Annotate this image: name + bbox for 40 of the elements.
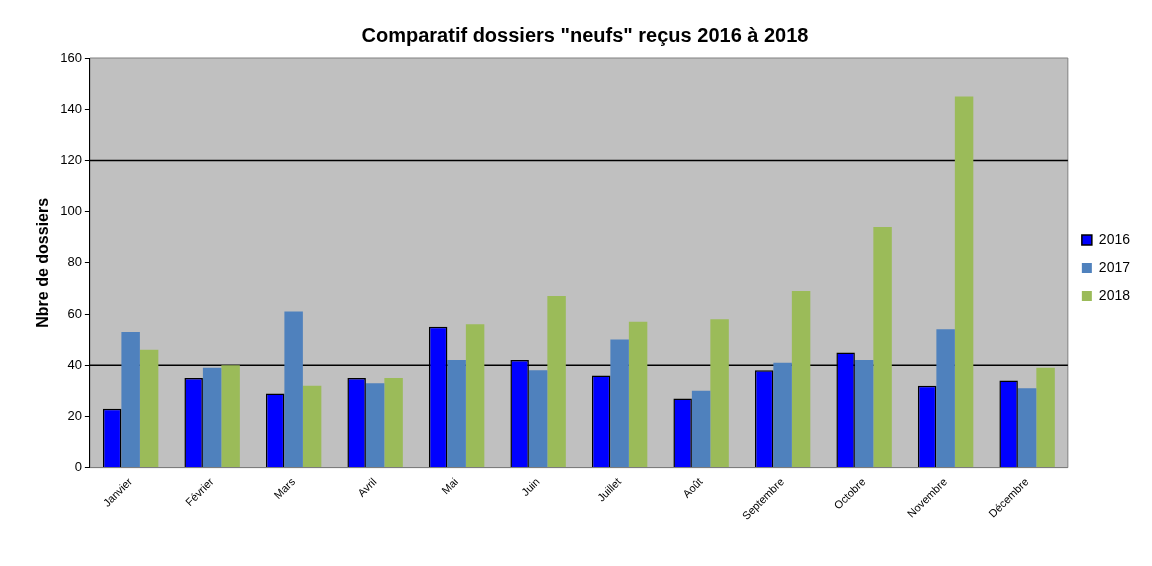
bar <box>284 311 303 468</box>
bar <box>202 367 222 468</box>
bar <box>854 360 874 468</box>
y-tick-label: 20 <box>67 407 82 423</box>
bar <box>873 226 892 468</box>
y-tick-label: 100 <box>60 203 82 219</box>
y-tick-label: 140 <box>60 100 82 116</box>
y-tick-label: 40 <box>67 356 82 372</box>
bar <box>1036 367 1055 468</box>
bar <box>710 319 729 468</box>
x-tick-label: Mai <box>439 475 461 497</box>
chart-title: Comparatif dossiers "neufs" reçus 2016 à 2018 <box>361 23 809 46</box>
bar <box>954 96 974 468</box>
bar <box>773 362 792 468</box>
bar <box>610 339 629 468</box>
bar <box>691 390 711 468</box>
bar <box>121 331 140 468</box>
bar <box>302 385 322 468</box>
bar <box>139 349 159 468</box>
bar <box>547 296 566 468</box>
bar <box>628 321 648 468</box>
y-tick-label: 80 <box>67 254 82 270</box>
bar <box>465 324 485 468</box>
legend-label: 2018 <box>1098 286 1131 303</box>
y-tick-label: 120 <box>60 151 82 167</box>
bar <box>447 360 466 468</box>
bar <box>936 329 955 468</box>
y-tick-label: 160 <box>60 49 82 65</box>
y-tick-label: 0 <box>74 459 82 475</box>
bar <box>1017 388 1037 468</box>
bar <box>365 383 385 468</box>
legend-label: 2016 <box>1098 230 1131 247</box>
y-axis-title: Nbre de dossiers <box>34 197 52 328</box>
bar <box>791 290 811 468</box>
bar <box>528 370 548 468</box>
bar <box>384 378 403 468</box>
y-tick-label: 60 <box>67 305 82 321</box>
bar <box>221 365 240 468</box>
x-tick-label: Juin <box>518 475 542 499</box>
legend-label: 2017 <box>1098 258 1131 275</box>
